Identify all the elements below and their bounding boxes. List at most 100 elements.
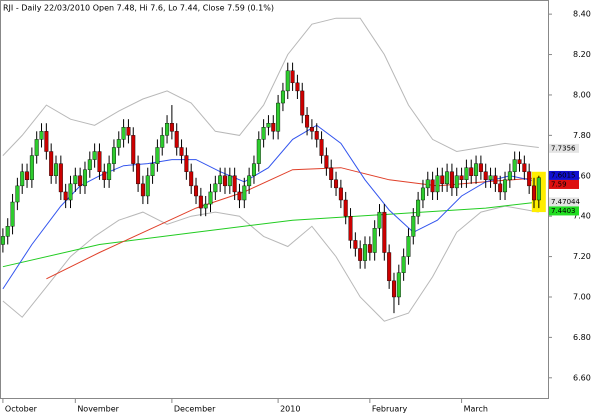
candle-body [478, 163, 483, 172]
candle-body [527, 171, 532, 187]
candle-body [87, 159, 92, 170]
candle-body [435, 175, 440, 193]
candle-body [367, 244, 372, 253]
candle-body [165, 123, 170, 136]
candle-body [401, 256, 406, 273]
candle-body [102, 171, 107, 181]
candle-body [78, 175, 83, 187]
candle-body [179, 147, 184, 156]
candle-body [343, 199, 348, 217]
candle-body [430, 179, 435, 193]
candle-body [140, 183, 145, 197]
candle-body [68, 183, 73, 201]
candle-body [305, 114, 310, 128]
y-tick-label: 8.40 [573, 10, 591, 19]
candle-body [208, 191, 213, 205]
candle-body [391, 280, 396, 298]
candle-body [420, 187, 425, 201]
candle-body [454, 175, 459, 189]
candle-body [464, 167, 469, 181]
candle-body [300, 90, 305, 116]
overlay-line [2, 17, 539, 156]
candle-body [261, 127, 266, 140]
candle-body [63, 191, 68, 201]
candle-body [218, 175, 223, 185]
candle-body [396, 272, 401, 298]
candle-body [498, 183, 503, 193]
candle-body [34, 139, 39, 156]
candle-body [536, 177, 541, 201]
candle-body [247, 175, 252, 187]
candle-body [372, 228, 377, 253]
candle-body [150, 163, 155, 176]
y-tick-label: 6.60 [573, 373, 591, 382]
y-tick-label: 7.60 [573, 171, 591, 180]
candle-body [324, 155, 329, 168]
candle-body [531, 185, 536, 201]
candle-body [242, 185, 247, 201]
candle-body [382, 211, 387, 253]
candle-body [10, 201, 15, 227]
price-label: 7.47044 [551, 198, 580, 206]
candle-body [5, 226, 10, 237]
candle-body [203, 203, 208, 209]
candle-body [517, 159, 522, 164]
y-tick-label: 7.00 [573, 292, 591, 301]
candle-body [271, 123, 276, 132]
candle-body [232, 175, 237, 193]
price-label-box [549, 179, 579, 189]
candle-body [295, 82, 300, 92]
overlay-line [2, 205, 539, 322]
candle-body [111, 147, 116, 164]
price-label: 7.6015 [551, 171, 576, 179]
candle-body [338, 187, 343, 201]
price-label-box [549, 197, 579, 207]
candle-body [309, 127, 314, 132]
candle-body [58, 163, 63, 193]
candle-body [20, 171, 25, 187]
candle-body [194, 185, 199, 197]
x-tick-label: March [464, 405, 488, 414]
candle-body [136, 163, 141, 185]
candle-body [507, 171, 512, 181]
candle-body [227, 175, 232, 187]
candle-body [290, 70, 295, 84]
candle-body [237, 191, 242, 201]
y-tick-label: 8.20 [573, 50, 591, 59]
candle-body [406, 236, 411, 257]
candle-body [358, 248, 363, 261]
candle-body [121, 127, 126, 140]
price-label: 7.59 [551, 180, 567, 188]
price-label-box [549, 170, 579, 180]
candle-body [145, 175, 150, 197]
candle-body [459, 175, 464, 181]
candle-body [276, 102, 281, 132]
candle-body [49, 151, 54, 176]
candle-body [512, 159, 517, 172]
price-label: 7.7356 [551, 144, 576, 152]
y-tick-label: 7.80 [573, 131, 591, 140]
candle-body [387, 252, 392, 282]
candle-body [0, 236, 5, 245]
candle-body [416, 199, 421, 217]
candle-body [25, 171, 30, 181]
plot-frame [0, 0, 549, 399]
candle-body [169, 123, 174, 132]
candle-body [334, 179, 339, 189]
candle-body [131, 135, 136, 164]
candle-body [353, 240, 358, 249]
price-label: 7.4403 [551, 207, 576, 215]
candle-body [319, 139, 324, 156]
price-label-box [549, 206, 579, 216]
candle-body [213, 183, 218, 193]
chart-title: RJI - Daily 22/03/2010 Open 7.48, Hi 7.6… [3, 4, 274, 13]
candle-body [222, 175, 227, 187]
x-tick-label: October [5, 405, 38, 414]
candle-body [474, 163, 479, 176]
y-tick-label: 8.00 [573, 90, 591, 99]
candle-body [445, 171, 450, 185]
x-tick-label: February [372, 405, 408, 414]
overlay-line [2, 124, 539, 290]
candle-body [256, 139, 261, 164]
